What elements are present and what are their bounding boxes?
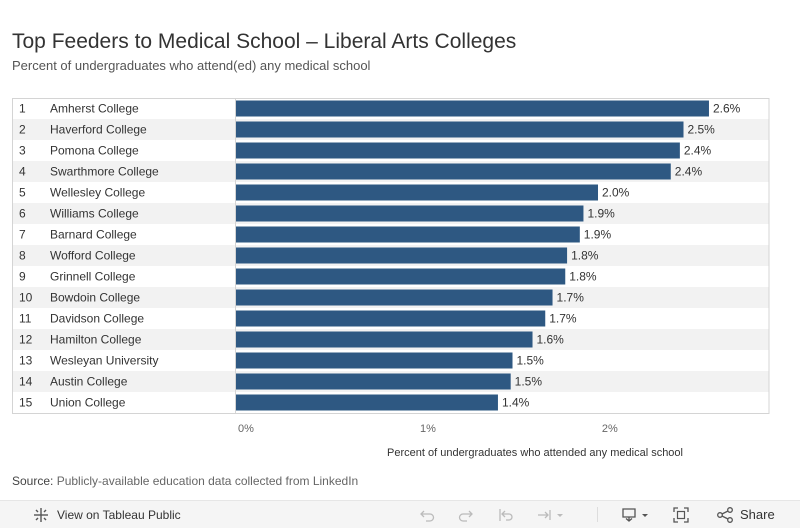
refresh-button[interactable]: [535, 501, 565, 528]
x-tick-label: 0%: [238, 423, 254, 435]
chevron-down-icon: [555, 506, 565, 524]
bar: [236, 226, 580, 243]
rank-label: 4: [19, 165, 26, 179]
undo-icon: [418, 506, 436, 524]
x-tick-label: 1%: [420, 423, 436, 435]
share-button[interactable]: Share: [710, 501, 775, 528]
redo-button[interactable]: [457, 501, 475, 528]
category-label: Wofford College: [50, 249, 136, 263]
bar: [236, 394, 498, 411]
data-label: 2.4%: [675, 165, 703, 179]
redo-icon: [457, 506, 475, 524]
data-label: 2.6%: [713, 102, 741, 116]
data-label: 1.4%: [502, 396, 530, 410]
bar: [236, 205, 584, 222]
data-label: 1.7%: [557, 291, 585, 305]
x-tick-label: 2%: [602, 423, 618, 435]
bar: [236, 100, 709, 117]
bar: [236, 247, 568, 264]
data-label: 2.5%: [688, 123, 716, 137]
data-label: 1.8%: [571, 249, 599, 263]
source-label: Source:: [12, 474, 54, 488]
data-label: 2.4%: [684, 144, 712, 158]
rank-label: 1: [19, 102, 26, 116]
view-on-tableau-button[interactable]: View on Tableau Public: [32, 501, 181, 528]
chevron-down-icon: [640, 506, 650, 524]
x-axis-ticks: 0% 1% 2%: [238, 423, 618, 435]
undo-button[interactable]: [418, 501, 436, 528]
download-icon: [620, 506, 638, 524]
category-label: Wellesley College: [50, 186, 145, 200]
rank-label: 11: [19, 312, 32, 326]
category-label: Barnard College: [50, 228, 137, 242]
toolbar-divider: [597, 507, 598, 522]
data-label: 2.0%: [602, 186, 630, 200]
bars: [236, 100, 709, 411]
chart-frame: [12, 98, 770, 414]
rank-label: 8: [19, 249, 26, 263]
rank-label: 14: [19, 375, 33, 389]
share-label: Share: [740, 507, 775, 522]
tableau-toolbar: View on Tableau Public Share: [0, 500, 800, 528]
rank-label: 7: [19, 228, 26, 242]
source-note: Source: Publicly-available education dat…: [12, 474, 358, 488]
category-label: Haverford College: [50, 123, 147, 137]
data-label: 1.8%: [569, 270, 597, 284]
bar: [236, 184, 599, 201]
rank-label: 3: [19, 144, 26, 158]
data-label: 1.5%: [517, 354, 545, 368]
rank-label: 6: [19, 207, 26, 221]
bar: [236, 268, 566, 285]
category-label: Amherst College: [50, 102, 139, 116]
rank-label: 15: [19, 396, 33, 410]
bar: [236, 310, 546, 327]
data-label: 1.9%: [584, 228, 612, 242]
category-label: Grinnell College: [50, 270, 136, 284]
revert-icon: [497, 506, 515, 524]
data-label: 1.5%: [515, 375, 543, 389]
category-label: Swarthmore College: [50, 165, 159, 179]
tableau-logo-icon: [32, 506, 50, 524]
bar: [236, 163, 671, 180]
category-label: Davidson College: [50, 312, 144, 326]
rank-label: 10: [19, 291, 33, 305]
fullscreen-icon: [672, 506, 690, 524]
source-text: Publicly-available education data collec…: [56, 474, 359, 488]
category-label: Union College: [50, 396, 126, 410]
rank-label: 12: [19, 333, 33, 347]
x-axis-label: Percent of undergraduates who attended a…: [387, 447, 683, 459]
data-label: 1.6%: [537, 333, 565, 347]
rank-label: 13: [19, 354, 33, 368]
bar: [236, 373, 511, 390]
refresh-icon: [535, 506, 553, 524]
rank-label: 9: [19, 270, 26, 284]
revert-button[interactable]: [497, 501, 515, 528]
category-label: Pomona College: [50, 144, 139, 158]
bar: [236, 142, 680, 159]
download-button[interactable]: [620, 501, 650, 528]
chart-title: Top Feeders to Medical School – Liberal …: [12, 30, 517, 53]
category-labels: Amherst College Haverford College Pomona C…: [50, 102, 159, 410]
view-on-tableau-label: View on Tableau Public: [57, 507, 181, 522]
category-label: Wesleyan University: [50, 354, 158, 368]
bar: [236, 331, 533, 348]
fullscreen-button[interactable]: [672, 501, 690, 528]
rank-label: 5: [19, 186, 26, 200]
category-label: Austin College: [50, 375, 128, 389]
chart-subtitle: Percent of undergraduates who attend(ed)…: [12, 58, 371, 73]
data-label: 1.9%: [587, 207, 615, 221]
bar: [236, 121, 684, 138]
rank-label: 2: [19, 123, 26, 137]
category-label: Hamilton College: [50, 333, 142, 347]
category-label: Bowdoin College: [50, 291, 140, 305]
share-icon: [716, 506, 734, 524]
category-label: Williams College: [50, 207, 139, 221]
data-label: 1.7%: [549, 312, 577, 326]
bar: [236, 352, 513, 369]
bar: [236, 289, 553, 306]
value-labels: 2.6% 2.5% 2.4% 2.4% 2.0% 1.9% 1.9% 1.8% 1.8% 1.7%…: [502, 102, 741, 410]
